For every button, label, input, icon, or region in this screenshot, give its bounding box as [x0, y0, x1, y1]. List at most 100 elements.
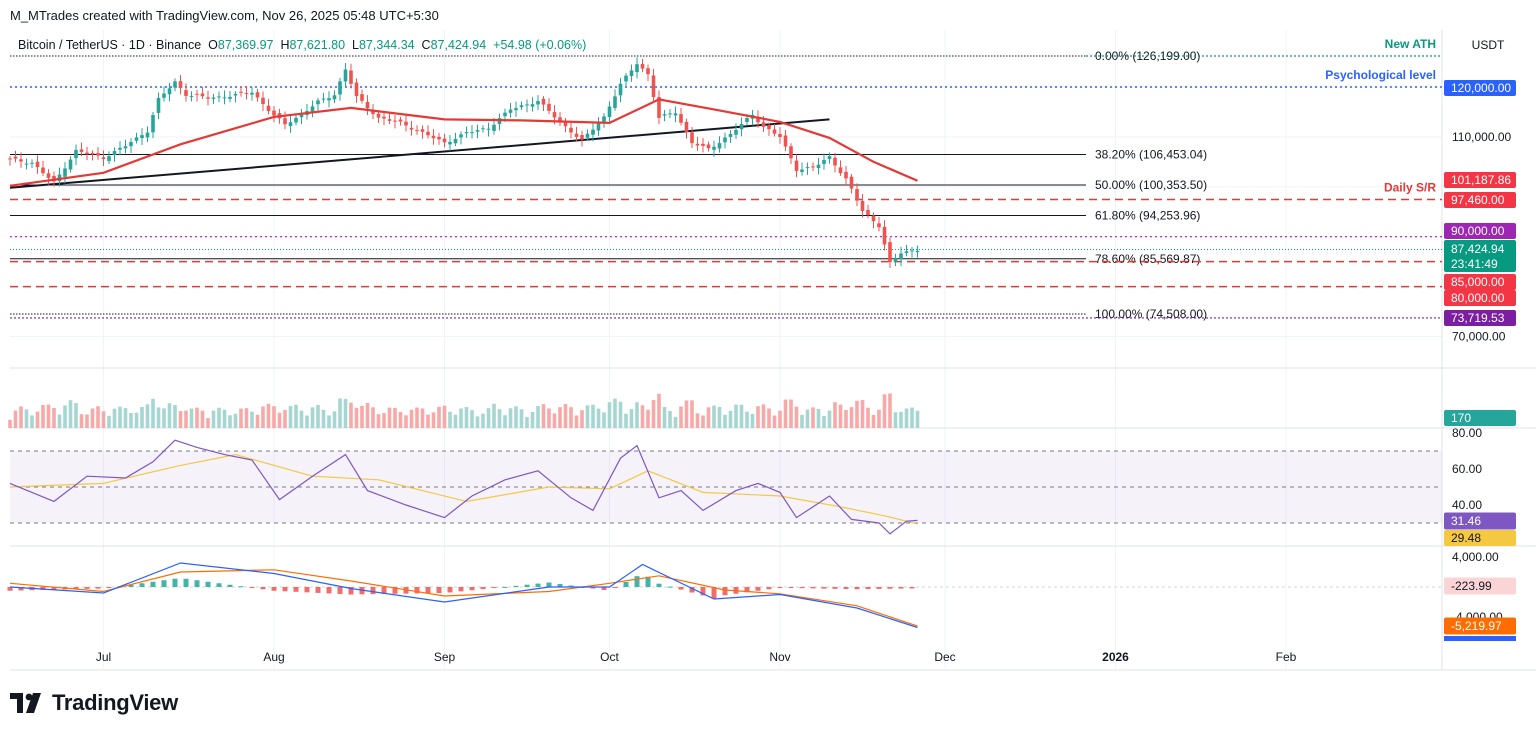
- volume-bar: [178, 411, 183, 428]
- candle-body: [162, 93, 166, 98]
- volume-bar: [640, 405, 645, 428]
- macd-histogram-bar: [788, 587, 794, 588]
- volume-bar: [8, 419, 12, 428]
- volume-bar: [371, 407, 375, 428]
- macd-histogram-bar: [304, 587, 310, 593]
- volume-bar: [508, 408, 513, 428]
- candle: [591, 122, 595, 142]
- candle: [695, 136, 700, 151]
- volume-bar: [607, 402, 612, 428]
- volume-bar: [272, 406, 276, 428]
- candle-body: [690, 132, 694, 144]
- macd-histogram-bar: [227, 584, 233, 587]
- volume-bar: [745, 411, 749, 428]
- macd-histogram-bar: [887, 587, 893, 589]
- candle-body: [68, 159, 73, 170]
- candle-body: [134, 137, 139, 141]
- candle-body: [200, 93, 205, 97]
- candle-body: [426, 131, 430, 136]
- support-resistance-lines: New ATH Psychological level Daily S/R: [10, 37, 1442, 319]
- candle: [547, 98, 551, 115]
- candle: [613, 89, 617, 111]
- candle-body: [635, 64, 639, 73]
- volume-bar: [200, 410, 205, 428]
- candle-body: [239, 91, 243, 93]
- volume-bar: [409, 409, 414, 428]
- symbol-legend[interactable]: Bitcoin / TetherUS · 1D · Binance O87,36…: [18, 38, 586, 52]
- volume-bar: [79, 414, 84, 428]
- candle: [393, 114, 397, 129]
- tradingview-logo[interactable]: TradingView: [10, 690, 178, 716]
- volume-bar: [596, 408, 601, 428]
- candle-body: [591, 129, 595, 135]
- volume-bar: [547, 408, 551, 428]
- candle-body: [833, 157, 837, 166]
- candle-body: [827, 156, 832, 160]
- candle-body: [151, 114, 155, 133]
- candle: [712, 140, 716, 157]
- candle: [877, 217, 881, 232]
- volume-bar: [646, 409, 650, 428]
- candle-body: [739, 123, 744, 130]
- volume-bar: [569, 407, 573, 428]
- candle-body: [695, 143, 700, 146]
- volume-bar: [13, 410, 18, 428]
- volume-bar: [706, 407, 711, 428]
- candle: [723, 132, 727, 149]
- candle-body: [349, 70, 353, 84]
- time-axis[interactable]: Jul Aug Sep Oct Nov Dec 2026 Feb: [96, 650, 1297, 664]
- candle: [805, 162, 810, 175]
- volume-bar: [426, 414, 430, 428]
- volume-bar: [805, 409, 810, 428]
- macd-histogram-bar: [40, 587, 46, 590]
- volume-bar: [756, 406, 760, 428]
- volume-bar: [211, 410, 216, 428]
- macd-histogram-bar: [282, 587, 288, 592]
- volume-bar: [360, 405, 364, 428]
- candle: [343, 63, 348, 88]
- price-label-4-bg: [1444, 240, 1516, 272]
- volume-bar: [442, 405, 447, 428]
- candle-body: [706, 144, 711, 149]
- candle: [893, 253, 898, 266]
- candle-body: [525, 104, 529, 106]
- macd-histogram-bar: [656, 583, 662, 587]
- volume-bar: [57, 414, 62, 428]
- candle: [437, 132, 441, 145]
- volume-bar: [811, 407, 815, 428]
- candle-body: [74, 149, 78, 159]
- volume-bar: [552, 413, 557, 428]
- volume-bar: [651, 400, 656, 428]
- candle: [228, 91, 232, 103]
- candle-body: [651, 75, 656, 98]
- candle: [475, 124, 480, 139]
- candle-body: [63, 168, 67, 177]
- macd-histogram-bar: [95, 587, 101, 589]
- candle-body: [778, 133, 782, 138]
- candle: [618, 77, 623, 103]
- candle: [74, 144, 78, 166]
- candle-body: [728, 133, 733, 137]
- volume-bar: [437, 406, 441, 428]
- trendline[interactable]: [9, 118, 830, 189]
- candle: [453, 132, 458, 147]
- candle-body: [299, 113, 304, 118]
- candle: [107, 151, 111, 165]
- candle: [233, 91, 238, 103]
- candle: [464, 126, 469, 138]
- currency-selector[interactable]: USDT: [1471, 38, 1505, 52]
- candle-body: [794, 160, 799, 171]
- candle-body: [877, 223, 881, 228]
- candle-body: [437, 136, 441, 140]
- candle: [717, 136, 722, 153]
- price-label-1-text: 101,187.86: [1451, 173, 1511, 187]
- macd-histogram-bar: [271, 587, 277, 591]
- price-label-3: 90,000.00: [1444, 223, 1516, 239]
- candle: [360, 89, 364, 104]
- candle-body: [574, 133, 579, 137]
- candle: [629, 64, 634, 82]
- candle-body: [629, 70, 634, 76]
- volume-bar: [294, 404, 298, 428]
